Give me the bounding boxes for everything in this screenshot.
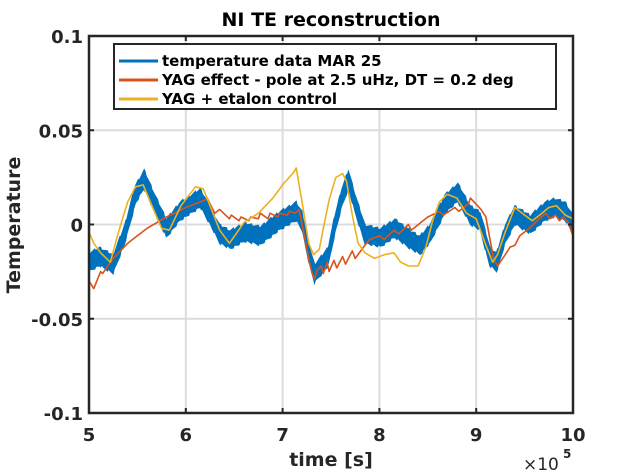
legend-entry: YAG + etalon control — [119, 90, 337, 108]
legend-box — [113, 43, 557, 110]
x-tick-label: 9 — [470, 425, 483, 446]
y-axis-label: Temperature — [3, 157, 25, 294]
series-line — [89, 167, 573, 267]
x-exponent: ×10 5 — [523, 447, 571, 474]
series-layer — [89, 167, 573, 290]
y-tick-label: 0.05 — [39, 121, 83, 142]
legend-label: YAG effect - pole at 2.5 uHz, DT = 0.2 d… — [161, 71, 514, 89]
x-exponent-power: 5 — [563, 447, 571, 461]
x-tick-labels: 5 6 7 8 9 10 — [83, 425, 586, 446]
x-axis-label: time [s] — [289, 449, 373, 471]
y-tick-label: -0.1 — [44, 404, 83, 425]
y-tick-label: -0.05 — [31, 310, 83, 331]
legend-label: temperature data MAR 25 — [162, 52, 382, 70]
chart-title: NI TE reconstruction — [222, 9, 441, 31]
x-tick-label: 10 — [560, 425, 585, 446]
series-line — [89, 197, 573, 290]
x-tick-label: 8 — [373, 425, 386, 446]
x-tick-label: 6 — [180, 425, 193, 446]
series-2 — [89, 197, 573, 290]
y-tick-labels: 0.1 0.05 0 -0.05 -0.1 — [31, 27, 83, 425]
legend-entry: YAG effect - pole at 2.5 uHz, DT = 0.2 d… — [119, 71, 514, 89]
y-tick-label: 0 — [70, 216, 83, 237]
x-tick-label: 5 — [83, 425, 96, 446]
y-tick-label: 0.1 — [51, 27, 83, 48]
series-3 — [89, 167, 573, 267]
legend-label: YAG + etalon control — [161, 90, 337, 108]
ticks — [88, 35, 574, 414]
legend-entry: temperature data MAR 25 — [119, 52, 382, 70]
x-exponent-times: ×10 — [523, 455, 559, 474]
x-tick-label: 7 — [276, 425, 289, 446]
